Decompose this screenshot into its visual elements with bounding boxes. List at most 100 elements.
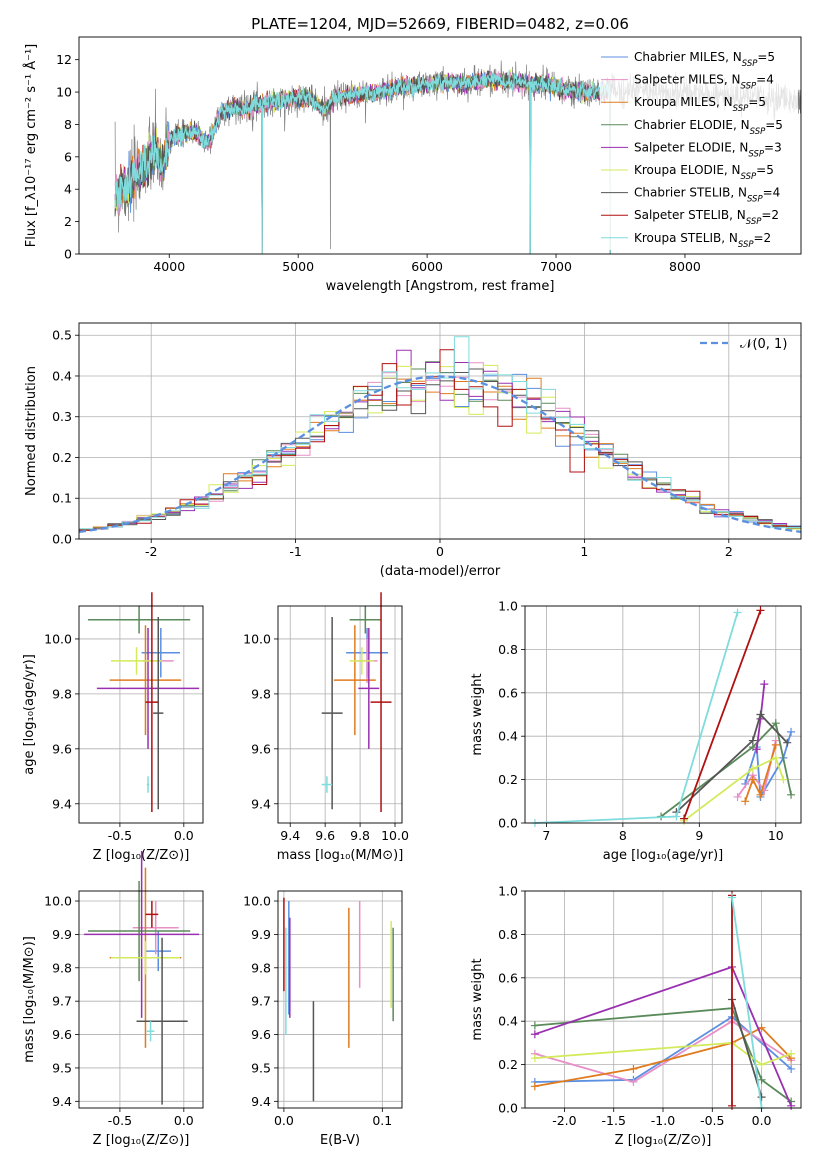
mass-weight-marker: [530, 1082, 539, 1091]
y-tick-label: 8: [64, 117, 72, 132]
y-axis-label: Flux [f_λ10⁻¹⁷ erg cm⁻² s⁻¹ Å⁻¹]: [23, 44, 39, 248]
y-tick-label: 9.4: [52, 796, 72, 811]
mass-weight-line: [675, 712, 788, 813]
axes-frame: [524, 605, 802, 824]
mass-weight-marker: [741, 797, 750, 806]
x-axis-label: E(B-V): [320, 1133, 360, 1148]
y-tick-label: 0.8: [498, 642, 518, 657]
x-tick-label: 0.0: [274, 1113, 294, 1128]
y-tick-label: 9.4: [52, 1094, 72, 1109]
x-tick-label: 1: [580, 544, 588, 559]
mass-weight-line: [534, 1015, 792, 1083]
y-tick-label: 1.0: [498, 599, 518, 614]
plot-area: 𝒩(0, 1): [78, 336, 802, 534]
x-tick-label: 2: [725, 544, 733, 559]
mass-weight-marker: [756, 710, 765, 719]
y-tick-label: 9.8: [52, 686, 72, 701]
mass-weight-marker: [752, 745, 761, 754]
mass-weight-marker: [757, 1023, 766, 1032]
mass-weight-line: [731, 897, 763, 1109]
panel-age-vs-mass: 9.4 9.6 9.8 10.0 9.4 9.6 9.8 10.0 mass [log₁₀(M/…: [243, 592, 409, 863]
y-tick-label: 10.0: [44, 894, 72, 909]
x-axis-label: Z [log₁₀(Z/Z⊙)]: [93, 1133, 190, 1148]
mass-weight-marker: [787, 790, 796, 799]
mass-weight-marker: [787, 1101, 796, 1110]
y-tick-label: 4: [64, 182, 72, 197]
y-tick-label: 0.4: [52, 368, 72, 383]
mass-weight-marker: [629, 1064, 638, 1073]
x-tick-label: -1.0: [651, 1113, 675, 1128]
mass-weight-marker: [748, 764, 757, 773]
x-tick-label: 8000: [669, 259, 701, 274]
y-tick-label: 9.6: [251, 1027, 271, 1042]
x-tick-label: 0.0: [752, 1113, 772, 1128]
mass-weight-marker: [771, 719, 780, 728]
panel-weight-vs-Z: -2.0 -1.5 -1.0 -0.5 0.0 0.0 0.2 0.4 0.6 0.8 1.0 Z […: [470, 884, 802, 1148]
mass-weight-marker: [530, 1030, 539, 1039]
y-tick-label: 9.4: [251, 796, 271, 811]
y-tick-label: 9.7: [251, 994, 271, 1009]
legend-label: 𝒩(0, 1): [740, 337, 787, 352]
y-axis-label: age [log₁₀(age/yr)]: [22, 654, 37, 775]
x-axis-label: Z [log₁₀(Z/Z⊙)]: [615, 1133, 712, 1148]
axes-frame: [277, 605, 403, 824]
y-axis-label: mass weight: [470, 673, 485, 755]
y-tick-label: 9.7: [52, 994, 72, 1009]
x-tick-label: -2.0: [552, 1113, 576, 1128]
y-tick-label: 0.6: [498, 970, 518, 985]
y-tick-label: 10.0: [243, 894, 271, 909]
mass-weight-marker: [756, 790, 765, 799]
y-tick-label: 0.2: [498, 772, 518, 787]
y-tick-label: 0.8: [498, 927, 518, 942]
mass-weight-line: [683, 756, 785, 822]
histogram-series: [79, 349, 801, 531]
y-tick-label: 9.6: [52, 1027, 72, 1042]
x-axis-label: (data-model)/error: [380, 564, 501, 579]
y-tick-label: 0.0: [498, 816, 518, 831]
figure-title: PLATE=1204, MJD=52669, FIBERID=0482, z=0…: [251, 15, 629, 33]
y-axis-label: mass weight: [470, 958, 485, 1040]
mass-weight-marker: [672, 812, 681, 821]
legend-background: [600, 45, 798, 250]
x-axis-label: mass [log₁₀(M/M⊙)]: [277, 848, 404, 863]
gaussian-curve: [78, 375, 802, 534]
mass-weight-marker: [757, 1093, 766, 1102]
y-tick-label: 0.0: [498, 1101, 518, 1116]
x-tick-label: -0.5: [108, 828, 132, 843]
plot-area: [87, 592, 200, 813]
x-tick-label: 0.1: [372, 1113, 392, 1128]
panel-mass-vs-Z: -0.5 0.0 9.4 9.5 9.6 9.7 9.8 9.9 10.0 Z [log₁₀(Z/…: [22, 850, 204, 1148]
mass-weight-marker: [757, 1060, 766, 1069]
y-tick-label: 9.5: [52, 1060, 72, 1075]
panel-age-vs-Z: -0.5 0.09.49.69.810.0Z [log₁₀(Z/Z⊙)]age […: [22, 592, 204, 863]
mass-weight-marker: [748, 736, 757, 745]
mass-weight-marker: [787, 1064, 796, 1073]
x-tick-label: -0.5: [700, 1113, 724, 1128]
mass-weight-marker: [787, 727, 796, 736]
mass-weight-marker: [783, 738, 792, 747]
x-tick-label: 9: [695, 828, 703, 843]
x-tick-label: -2: [145, 544, 157, 559]
mass-weight-marker: [771, 753, 780, 762]
x-tick-label: 7: [542, 828, 550, 843]
x-tick-label: -0.5: [108, 1113, 132, 1128]
mass-weight-line: [534, 1041, 792, 1066]
mass-weight-line: [660, 721, 792, 818]
x-tick-label: 7000: [540, 259, 572, 274]
y-tick-label: 0.2: [52, 450, 72, 465]
y-tick-label: 12: [56, 52, 72, 67]
x-axis-label: wavelength [Angstrom, rest frame]: [326, 279, 555, 294]
plot-area: [530, 891, 796, 1112]
y-axis-label: Normed distribution: [24, 366, 39, 496]
mass-weight-line: [534, 1020, 792, 1083]
histogram-series: [79, 368, 801, 531]
y-tick-label: 0.4: [498, 729, 518, 744]
mass-weight-marker: [748, 775, 757, 784]
y-tick-label: 9.5: [251, 1060, 271, 1075]
y-tick-label: 0.6: [498, 685, 518, 700]
x-tick-label: 0: [436, 544, 444, 559]
y-tick-label: 10.0: [44, 631, 72, 646]
